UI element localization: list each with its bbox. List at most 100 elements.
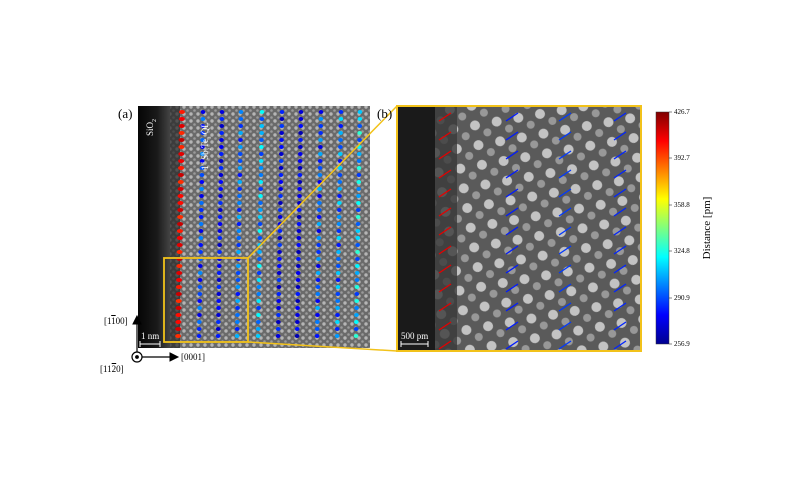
distance-dot: [259, 117, 265, 121]
distance-dot: [176, 250, 183, 254]
distance-dot: [199, 152, 205, 156]
distance-segment: [438, 245, 452, 255]
distance-dot: [176, 229, 183, 233]
distance-dot: [317, 152, 323, 156]
distance-dot: [336, 229, 342, 233]
distance-dot: [278, 180, 284, 184]
distance-segment: [558, 207, 572, 217]
distance-dot: [238, 138, 243, 142]
distance-segment: [613, 340, 627, 350]
distance-dot: [175, 292, 182, 296]
distance-dot: [199, 159, 205, 163]
distance-dot: [294, 327, 300, 331]
distance-dot: [355, 257, 360, 261]
distance-segment: [505, 302, 519, 312]
distance-dot: [355, 236, 361, 240]
distance-dot: [297, 180, 303, 184]
distance-segment: [613, 169, 627, 179]
distance-dot: [318, 131, 323, 135]
distance-dot: [355, 250, 360, 254]
distance-dot: [315, 299, 321, 303]
distance-dot: [296, 236, 302, 240]
distance-dot: [279, 110, 285, 114]
distance-dot: [315, 271, 321, 275]
distance-dot: [234, 327, 240, 331]
distance-dot: [314, 327, 320, 331]
distance-dot: [297, 194, 302, 198]
distance-dot: [355, 222, 361, 226]
distance-dot: [258, 201, 263, 205]
colorbar-tick-2: 392.7: [674, 154, 690, 162]
distance-dot: [277, 208, 283, 212]
distance-dot: [197, 285, 203, 289]
distance-dot: [316, 215, 322, 219]
distance-dot: [295, 292, 301, 296]
distance-dot: [275, 334, 281, 338]
distance-dot: [196, 327, 202, 331]
distance-dot: [258, 152, 264, 156]
distance-dot: [198, 222, 204, 226]
distance-dot: [197, 306, 202, 310]
distance-dot: [200, 124, 206, 128]
distance-dot: [236, 243, 241, 247]
distance-dot: [236, 236, 242, 240]
distance-dot: [200, 138, 205, 142]
distance-dot: [175, 320, 182, 324]
distance-segment: [505, 245, 519, 255]
distance-dot: [235, 313, 240, 317]
distance-dot: [235, 320, 240, 324]
distance-dot: [317, 173, 323, 177]
distance-dot: [338, 131, 343, 135]
distance-dot: [317, 166, 323, 170]
distance-dot: [216, 299, 222, 303]
distance-dot: [235, 285, 241, 289]
distance-dot: [295, 320, 300, 324]
distance-dot: [279, 117, 285, 121]
distance-dot: [216, 285, 222, 289]
distance-dot: [177, 222, 184, 226]
distance-dot: [355, 208, 361, 212]
axis-right-label: [0001]: [181, 352, 205, 362]
distance-dot: [357, 110, 363, 114]
distance-dot: [217, 236, 223, 240]
distance-dot: [276, 299, 282, 303]
distance-dot: [256, 292, 262, 296]
distance-segment: [438, 283, 452, 293]
distance-dot: [317, 159, 323, 163]
distance-dot: [178, 145, 185, 149]
distance-dot: [279, 138, 284, 142]
distance-segment: [613, 245, 627, 255]
distance-dot: [295, 285, 301, 289]
distance-dot: [354, 285, 360, 289]
distance-dot: [277, 236, 283, 240]
distance-segment: [505, 226, 519, 236]
distance-dot: [335, 306, 340, 310]
distance-dot: [334, 327, 340, 331]
distance-segment: [438, 302, 452, 312]
distance-dot: [238, 110, 244, 114]
distance-dot: [218, 194, 223, 198]
distance-dot: [353, 327, 359, 331]
distance-dot: [198, 229, 204, 233]
distance-segment: [558, 264, 572, 274]
distance-segment: [558, 302, 572, 312]
distance-dot: [355, 264, 360, 268]
distance-dot: [315, 278, 321, 282]
distance-dot: [177, 180, 184, 184]
distance-dot: [175, 313, 182, 317]
distance-dot: [197, 278, 203, 282]
distance-dot: [295, 299, 301, 303]
distance-dot: [236, 264, 241, 268]
distance-dot: [336, 215, 342, 219]
distance-dot: [337, 173, 343, 177]
distance-dot: [256, 299, 262, 303]
distance-dot: [256, 320, 261, 324]
distance-segment: [438, 169, 452, 179]
zoom-connector-bottom: [247, 341, 398, 352]
distance-dot: [215, 334, 221, 338]
colorbar-tick-1: 426.7: [674, 108, 690, 116]
distance-dot: [198, 243, 203, 247]
distance-dot: [335, 299, 341, 303]
distance-segment: [505, 321, 519, 331]
distance-segment: [613, 131, 627, 141]
